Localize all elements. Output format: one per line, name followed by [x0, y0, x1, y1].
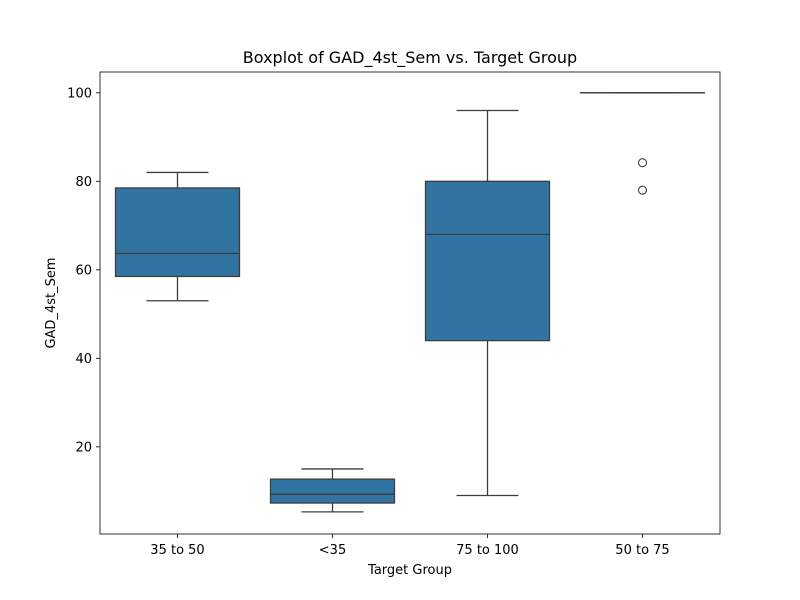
x-tick-label: 75 to 100	[456, 543, 519, 558]
y-tick-label: 100	[67, 86, 92, 101]
outlier-point	[637, 185, 648, 195]
y-tick-label: 40	[75, 352, 92, 367]
y-tick-label: 80	[75, 175, 92, 190]
y-axis-label: GAD_4st_Sem	[44, 257, 59, 348]
plot-area-frame	[99, 71, 721, 535]
y-tick-label: 60	[75, 263, 92, 278]
box-group	[114, 171, 241, 302]
box-iqr	[424, 180, 551, 342]
x-tick-label: 50 to 75	[615, 543, 669, 558]
box-iqr	[114, 187, 241, 278]
x-tick-label: <35	[319, 543, 346, 558]
box-group	[269, 468, 396, 513]
x-axis-label: Target Group	[367, 563, 452, 578]
x-tick-label: 35 to 50	[150, 543, 204, 558]
chart-title: Boxplot of GAD_4st_Sem vs. Target Group	[243, 48, 577, 68]
chart-axes: 20 40 60 80 100 35 to 50 <35 75 to 100 50 to 75	[67, 86, 670, 558]
box-group	[579, 92, 706, 195]
box-group	[424, 109, 551, 497]
box-iqr	[269, 478, 396, 504]
outlier-point	[637, 158, 648, 168]
chart-marks	[114, 92, 706, 513]
y-tick-label: 20	[75, 440, 92, 455]
